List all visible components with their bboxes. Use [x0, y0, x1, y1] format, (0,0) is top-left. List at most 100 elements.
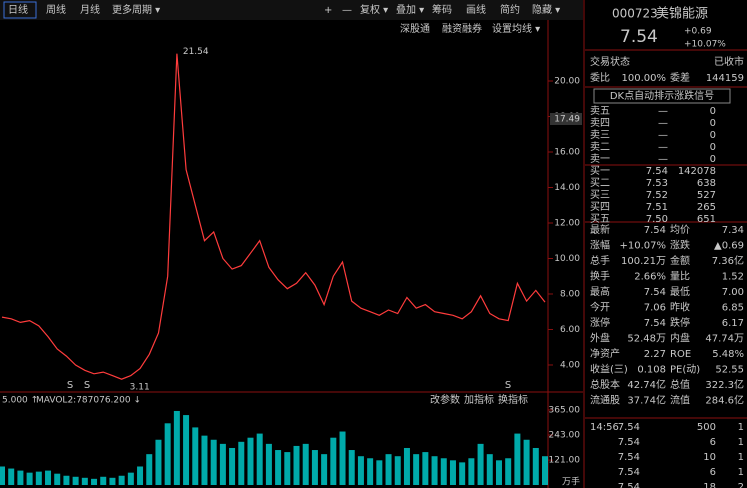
volume-bar: [302, 443, 309, 485]
stat-value: 7.34: [722, 225, 744, 236]
signal-mark: S: [67, 380, 73, 391]
y-tick-label: 12.00: [554, 218, 580, 228]
volume-bar: [63, 475, 70, 485]
last-price: 7.54: [620, 27, 658, 47]
tool-button[interactable]: 画线: [466, 3, 486, 16]
stat-label: PE(动): [670, 364, 700, 376]
volume-bar: [321, 454, 328, 485]
book-price: 7.51: [646, 202, 668, 213]
tool-button[interactable]: 简约: [500, 3, 520, 16]
stat-label: 今开: [590, 301, 610, 314]
y-tick-label: 14.00: [554, 183, 580, 193]
book-price: 7.54: [646, 166, 668, 177]
volume-bar: [413, 454, 420, 485]
volume-bar: [514, 433, 521, 485]
annotation: 3.11: [130, 383, 150, 393]
sub-button[interactable]: 设置均线 ▾: [492, 22, 540, 35]
book-price: —: [658, 154, 668, 165]
stat-label: 跌停: [670, 316, 690, 329]
book-volume: 265: [697, 202, 716, 213]
volume-bar: [339, 431, 346, 485]
volume-bar: [385, 454, 392, 485]
volume-bar: [81, 477, 88, 485]
stat-value: 52.55: [715, 365, 744, 376]
stat-label: 最低: [670, 285, 690, 298]
status-value: 已收市: [714, 55, 744, 68]
stat-label: ROE: [670, 349, 691, 360]
signal-button-box[interactable]: [593, 88, 731, 104]
volume-bar: [348, 450, 355, 485]
volume-bar: [137, 466, 144, 485]
volume-bar: [91, 478, 98, 485]
book-label: 买五: [590, 213, 610, 225]
tool-button[interactable]: 筹码: [432, 3, 452, 16]
book-volume: 0: [710, 118, 716, 129]
tool-button[interactable]: 复权 ▾: [360, 3, 388, 16]
tool-button[interactable]: +: [324, 5, 332, 16]
stat-value: 52.48万: [627, 334, 666, 345]
tick-price: 7.54: [618, 467, 640, 478]
stat-value: 1.52: [722, 272, 744, 283]
volume-bar: [330, 437, 337, 485]
volume-bar: [431, 456, 438, 485]
stat-label: 流值: [670, 394, 690, 407]
book-label: 卖一: [590, 153, 610, 165]
toolbar-bg: [0, 0, 583, 20]
sub-button[interactable]: 融资融券: [442, 22, 482, 35]
stat-label: 最高: [590, 285, 610, 298]
volume-bar: [542, 456, 548, 485]
volume-bar: [403, 447, 410, 485]
stat-value: 7.54: [644, 287, 666, 298]
ratio-value: 100.00%: [622, 73, 667, 84]
book-label: 买三: [590, 189, 610, 201]
indicator-button[interactable]: 加指标: [464, 393, 494, 406]
tick-price: 7.54: [618, 452, 640, 463]
period-tab[interactable]: 更多周期 ▾: [112, 3, 160, 16]
indicator-button[interactable]: 换指标: [498, 393, 528, 406]
tool-button[interactable]: 隐藏 ▾: [532, 4, 560, 16]
stat-label: 总手: [590, 254, 610, 267]
tick-count: 2: [738, 482, 744, 488]
stat-value: 6.85: [722, 303, 744, 314]
period-tab[interactable]: 日线: [8, 3, 28, 16]
volume-bar: [26, 472, 33, 485]
volume-bar: [468, 458, 475, 485]
y-tick-label: 20.00: [554, 77, 580, 87]
stock-code: 000723: [612, 7, 658, 21]
book-label: 卖五: [590, 105, 610, 117]
y-tick-label: 16.00: [554, 148, 580, 158]
book-label: 卖二: [590, 141, 610, 153]
tool-button[interactable]: 叠加 ▾: [396, 4, 424, 16]
volume-bar: [109, 477, 116, 485]
sub-button[interactable]: 深股通: [400, 23, 430, 35]
book-label: 买一: [590, 165, 610, 177]
stat-label: 流通股: [590, 394, 620, 407]
book-label: 卖三: [590, 129, 610, 141]
y-tick-label: 4.00: [560, 360, 580, 370]
indicator-value: MAVOL2:787076.200 ↓: [36, 396, 141, 406]
volume-bar: [367, 458, 374, 485]
stat-value: 6.17: [722, 318, 744, 329]
indicator-value: 5.000 ↑: [2, 396, 38, 406]
book-price: —: [658, 130, 668, 141]
signal-button[interactable]: DK点自动排示涨跌信号: [610, 89, 714, 102]
stat-label: 净资产: [590, 347, 620, 360]
book-label: 买二: [590, 177, 610, 189]
volume-bar: [100, 476, 107, 485]
active-period: [3, 1, 37, 19]
period-tab[interactable]: 周线: [46, 3, 66, 16]
stat-label: 昨收: [670, 301, 690, 314]
volume-bar: [238, 441, 245, 485]
indicator-button[interactable]: 改参数: [430, 393, 460, 406]
stat-value: 284.6亿: [705, 394, 744, 407]
period-tab[interactable]: 月线: [80, 3, 100, 16]
stat-label: 收益(三): [590, 363, 628, 376]
stat-label: 总值: [670, 378, 690, 391]
stat-label: 最新: [590, 223, 610, 236]
tool-button[interactable]: —: [342, 5, 352, 16]
book-price: 7.50: [646, 214, 668, 225]
ratio-label: 委差: [670, 71, 690, 84]
stat-label: 换手: [590, 270, 610, 283]
y-tick-label: 121.00: [549, 456, 581, 466]
